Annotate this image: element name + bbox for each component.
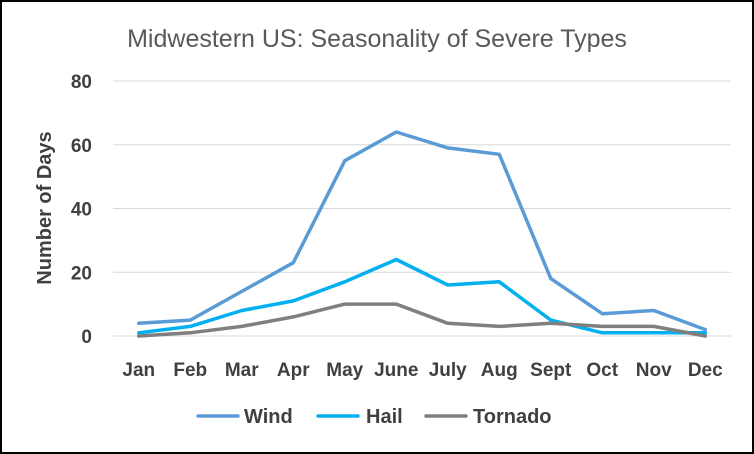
- data-point-tornado: [137, 334, 141, 338]
- data-point-tornado: [600, 324, 604, 328]
- data-point-hail: [703, 331, 707, 335]
- data-point-hail: [188, 324, 192, 328]
- legend-label-hail: Hail: [366, 406, 403, 428]
- y-axis-label: Number of Days: [34, 131, 56, 284]
- x-tick-label: Nov: [636, 360, 672, 381]
- x-tick-label: July: [429, 360, 467, 381]
- data-point-wind: [600, 312, 604, 316]
- series-line-hail: [137, 257, 708, 335]
- y-tick-label: 0: [81, 327, 92, 348]
- data-point-tornado: [343, 302, 347, 306]
- y-tick-label: 80: [71, 72, 92, 93]
- data-point-hail: [137, 331, 141, 335]
- data-point-tornado: [549, 321, 553, 325]
- data-point-tornado: [446, 321, 450, 325]
- data-point-tornado: [497, 324, 501, 328]
- data-point-hail: [600, 331, 604, 335]
- data-point-wind: [343, 159, 347, 163]
- data-point-wind: [188, 318, 192, 322]
- data-point-tornado: [291, 315, 295, 319]
- data-point-tornado: [240, 324, 244, 328]
- series-line-tornado: [137, 302, 708, 338]
- data-point-wind: [291, 261, 295, 265]
- y-tick-label: 20: [71, 263, 92, 284]
- data-point-hail: [291, 299, 295, 303]
- series-line-wind: [137, 130, 708, 332]
- data-point-wind: [394, 130, 398, 134]
- data-point-hail: [652, 331, 656, 335]
- data-point-hail: [343, 280, 347, 284]
- data-point-tornado: [703, 334, 707, 338]
- x-tick-label: Oct: [586, 360, 618, 381]
- x-tick-label: May: [326, 360, 363, 381]
- x-tick-label: Jan: [122, 360, 155, 381]
- data-point-wind: [137, 321, 141, 325]
- data-point-wind: [703, 328, 707, 332]
- y-tick-label: 60: [71, 136, 92, 157]
- chart-title: Midwestern US: Seasonality of Severe Typ…: [127, 25, 627, 53]
- x-tick-label: Feb: [173, 360, 207, 381]
- legend-label-wind: Wind: [244, 406, 293, 428]
- x-tick-label: Dec: [688, 360, 723, 381]
- y-tick-labels: 0 20 40 60 80: [71, 72, 92, 348]
- data-point-hail: [549, 318, 553, 322]
- data-point-hail: [446, 283, 450, 287]
- data-point-wind: [446, 146, 450, 150]
- legend: Wind Hail Tornado: [196, 406, 552, 428]
- x-tick-label: June: [374, 360, 418, 381]
- series-lines: [137, 130, 708, 338]
- y-tick-label: 40: [71, 200, 92, 221]
- data-point-tornado: [394, 302, 398, 306]
- data-point-wind: [652, 309, 656, 312]
- data-point-hail: [240, 309, 244, 312]
- data-point-hail: [497, 280, 501, 284]
- x-tick-label: Sept: [530, 360, 572, 381]
- data-point-wind: [240, 289, 244, 293]
- data-point-wind: [497, 152, 501, 156]
- x-tick-labels: Jan Feb Mar Apr May June July Aug Sept Oct Nov Dec: [122, 360, 723, 381]
- data-point-hail: [394, 258, 398, 261]
- legend-label-tornado: Tornado: [473, 406, 552, 428]
- data-point-wind: [549, 277, 553, 281]
- gridlines: [113, 80, 731, 337]
- x-tick-label: Mar: [225, 360, 259, 381]
- x-tick-label: Apr: [277, 360, 310, 381]
- data-point-tornado: [652, 324, 656, 328]
- data-point-tornado: [188, 331, 192, 335]
- x-tick-label: Aug: [481, 360, 518, 381]
